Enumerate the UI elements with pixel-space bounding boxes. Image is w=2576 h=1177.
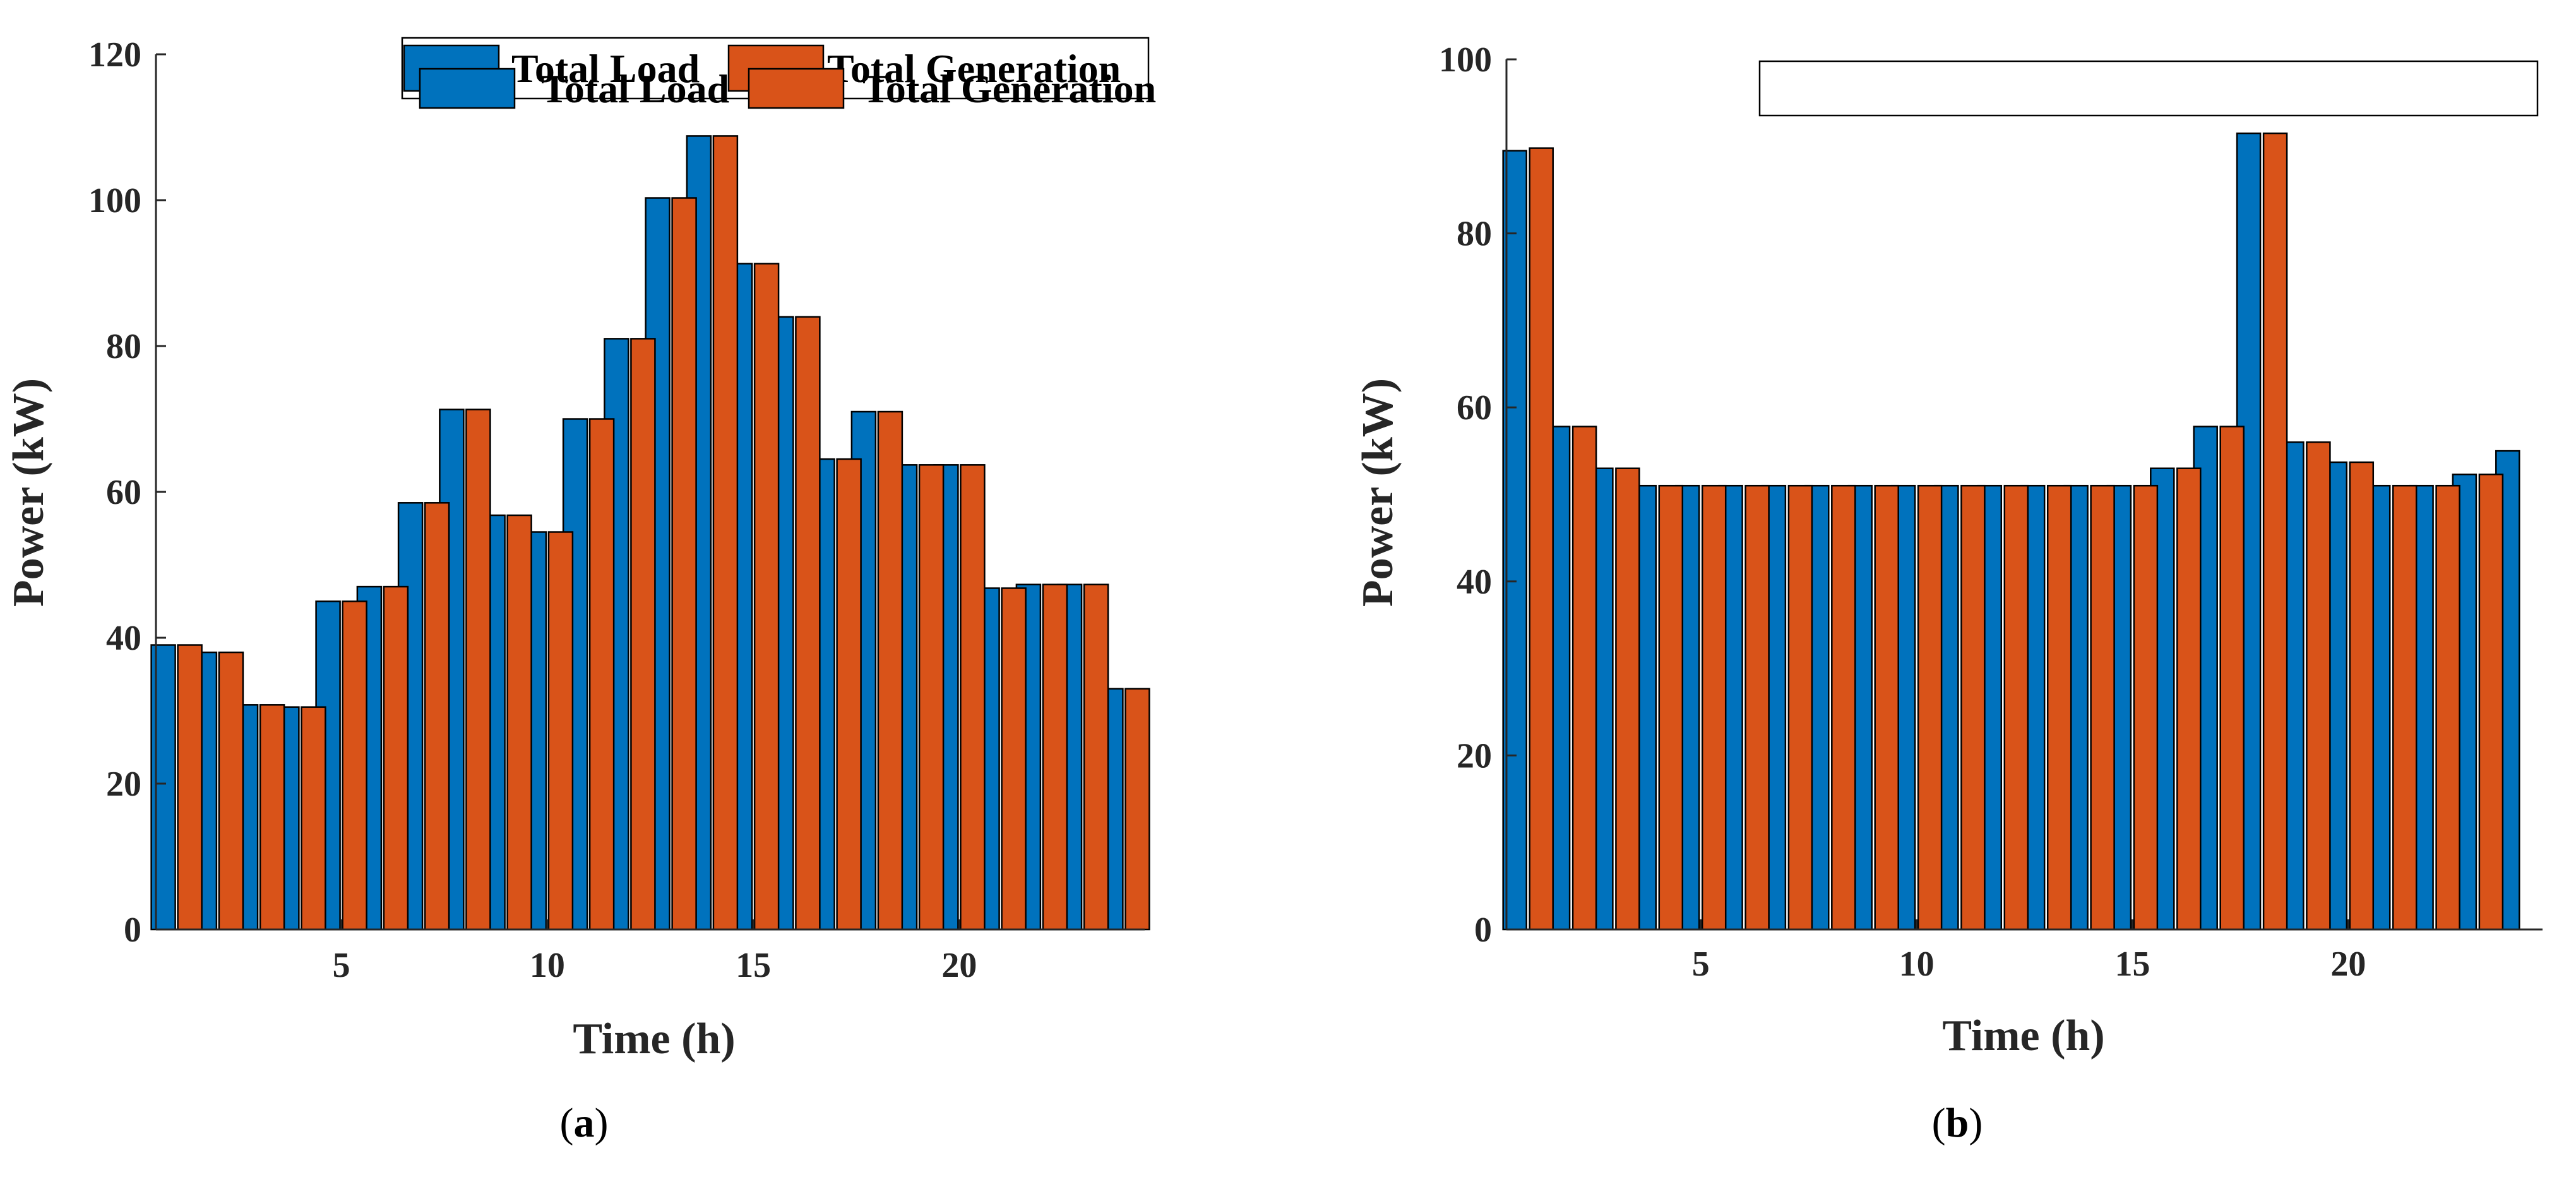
bar-total-generation-22 (2435, 484, 2460, 931)
y-tick-label: 20 (106, 765, 141, 804)
bar-total-generation-20 (960, 464, 986, 931)
panel-label-letter: b (1946, 1100, 1969, 1146)
bar-total-generation-14 (712, 135, 739, 931)
chart-panel-a: 0 20 40 60 80 100 120 5 10 15 20 Time (h) Power (kW)… (4, 35, 1150, 1146)
x-tick-label: 5 (1692, 945, 1710, 984)
panel-label-open: ( (560, 1100, 574, 1146)
x-tick-label: 15 (2114, 945, 2150, 984)
y-tick-label: 40 (1457, 563, 1492, 602)
chart-panel-b: 0 20 40 60 80 100 5 10 15 20 Time (h) Power (kW) Tot… (419, 40, 2543, 1146)
bar-total-generation-1 (1529, 147, 1554, 931)
bar-total-generation-24 (1124, 688, 1150, 931)
legend-label-total-generation: Total Generation (862, 66, 1156, 111)
bar-total-generation-9 (1874, 484, 1899, 931)
panel-label: (a) (560, 1100, 609, 1146)
bars (1502, 132, 2520, 931)
panel-label-open: ( (1932, 1100, 1946, 1146)
bar-total-generation-4 (1658, 484, 1684, 931)
x-tick-label: 10 (1899, 945, 1935, 984)
bar-total-generation-8 (1831, 484, 1856, 931)
bar-total-generation-3 (259, 704, 285, 931)
bar-total-generation-18 (877, 410, 903, 931)
x-tick-label: 5 (333, 946, 350, 985)
x-tick-label: 15 (736, 946, 771, 985)
bar-total-generation-22 (1042, 583, 1068, 931)
bar-total-generation-6 (1744, 484, 1770, 931)
bar-total-generation-11 (588, 418, 615, 931)
bar-total-generation-9 (506, 514, 532, 931)
bar-total-generation-23 (2478, 474, 2504, 931)
bar-total-generation-17 (836, 458, 862, 931)
bar-total-generation-16 (795, 316, 821, 931)
y-tick-label: 100 (88, 181, 141, 220)
y-tick-label: 0 (124, 911, 141, 950)
legend-label-total-generation: Total Generation (827, 46, 1121, 91)
bar-total-generation-7 (424, 502, 450, 931)
y-axis-title: Power (kW) (4, 378, 53, 607)
legend: Total Load Total Generation (419, 60, 2539, 117)
bar-total-generation-3 (1615, 467, 1640, 931)
y-axis-title: Power (kW) (1354, 378, 1402, 607)
legend-swatch-total-generation (748, 68, 845, 109)
legend-label-total-load: Total Load (511, 46, 700, 91)
bar-total-generation-8 (465, 409, 491, 931)
bar-total-generation-11 (1960, 484, 1986, 931)
bar-total-generation-21 (1001, 587, 1027, 931)
bar-total-generation-5 (342, 600, 367, 931)
bar-total-generation-13 (2046, 484, 2072, 931)
panel-label-close: ) (595, 1100, 609, 1146)
y-tick-label: 100 (1439, 40, 1492, 80)
bar-total-generation-21 (2392, 484, 2418, 931)
x-axis-title: Time (h) (573, 1015, 735, 1063)
bar-total-generation-5 (1701, 484, 1727, 931)
series-total-generation (1529, 132, 2504, 931)
bar-total-generation-23 (1083, 583, 1109, 931)
bar-total-generation-2 (1571, 426, 1597, 931)
bar-total-generation-1 (177, 644, 203, 931)
legend-box (1758, 60, 2539, 117)
bar-total-generation-17 (2219, 426, 2245, 931)
y-tick-label: 60 (1457, 388, 1492, 427)
y-tick-label: 0 (1474, 911, 1492, 950)
panel-label-close: ) (1969, 1100, 1983, 1146)
bar-total-generation-7 (1787, 484, 1813, 931)
bar-total-generation-20 (2349, 461, 2375, 931)
bar-total-generation-19 (918, 464, 945, 931)
bar-total-load-1 (150, 644, 176, 931)
bar-total-generation-12 (2003, 484, 2029, 931)
bar-total-generation-18 (2262, 132, 2288, 931)
bar-total-generation-14 (2090, 484, 2115, 931)
bars (150, 135, 1150, 931)
bar-total-generation-6 (383, 585, 409, 931)
y-tick-label: 120 (88, 35, 141, 75)
bar-total-generation-15 (2133, 484, 2159, 931)
bar-total-generation-2 (218, 651, 244, 931)
series-total-generation (177, 135, 1150, 931)
x-tick-label: 20 (941, 946, 977, 985)
y-tick-label: 20 (1457, 736, 1492, 775)
bar-total-generation-19 (2306, 441, 2331, 931)
bar-total-generation-10 (547, 531, 574, 931)
bar-total-generation-12 (630, 338, 656, 931)
y-tick-label: 80 (1457, 215, 1492, 254)
legend-label-total-load: Total Load (541, 66, 729, 111)
x-tick-label: 10 (530, 946, 565, 985)
panel-label: (b) (1932, 1100, 1983, 1146)
bar-total-generation-15 (753, 263, 780, 931)
bar-total-generation-13 (671, 197, 697, 931)
y-tick-label: 80 (106, 327, 141, 366)
x-tick-label: 20 (2330, 945, 2366, 984)
bar-total-generation-10 (1917, 484, 1943, 931)
panel-label-letter: a (574, 1100, 595, 1146)
legend-swatch-total-load (419, 68, 516, 109)
bar-total-generation-16 (2176, 467, 2202, 931)
y-tick-label: 40 (106, 619, 141, 658)
bar-total-generation-4 (301, 706, 326, 931)
y-tick-label: 60 (106, 473, 141, 512)
x-axis-title: Time (h) (1942, 1012, 2104, 1060)
